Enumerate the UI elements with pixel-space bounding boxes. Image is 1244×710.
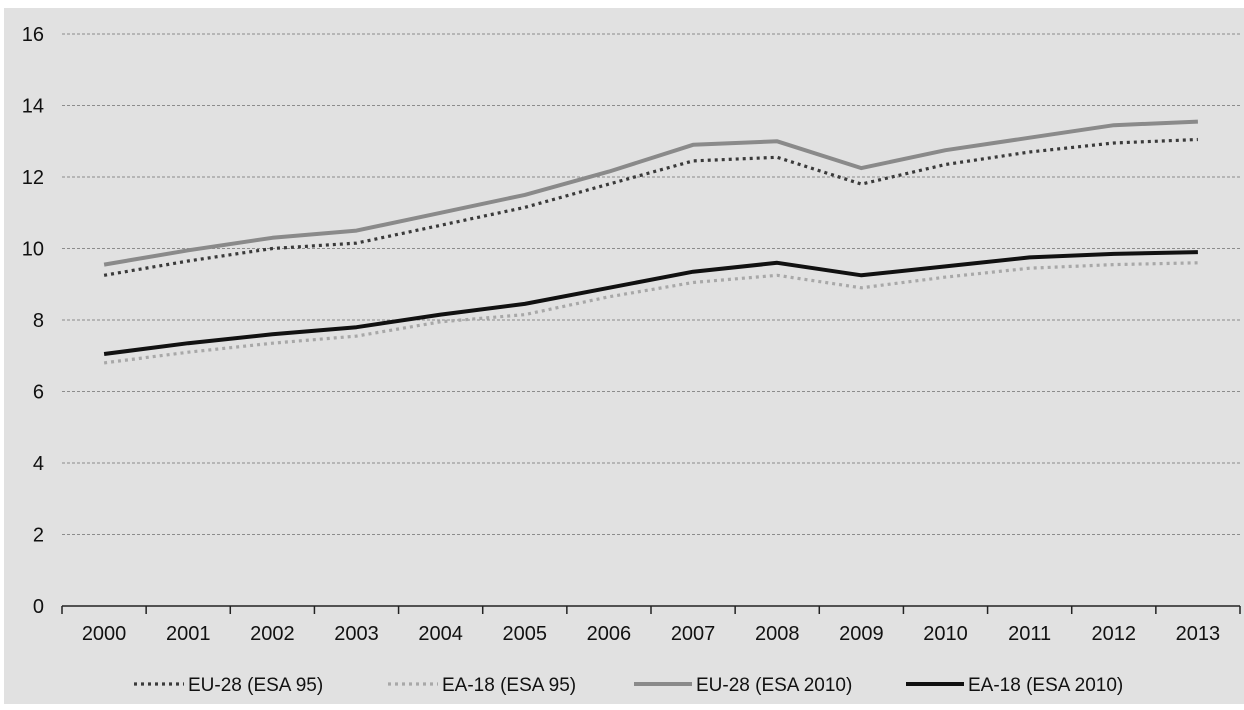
y-tick-label: 12	[22, 167, 44, 189]
legend: EU-28 (ESA 95) EA-18 (ESA 95) EU-28 (ESA 2…	[134, 675, 1123, 696]
x-tick-label: 2006	[587, 623, 632, 645]
x-tick-label: 2009	[839, 623, 884, 645]
x-tick-label: 2001	[166, 623, 211, 645]
x-tick-label: 2012	[1092, 623, 1137, 645]
x-tick-label: 2011	[1008, 623, 1051, 645]
x-tick-label: 2005	[503, 623, 548, 645]
y-tick-label: 14	[22, 96, 44, 118]
series-lines	[103, 119, 1198, 365]
y-tick-label: 4	[33, 453, 44, 475]
legend-label: EU-28 (ESA 95)	[188, 675, 323, 696]
series-line-ea-18-esa-2010	[103, 250, 1198, 356]
x-tick-label: 2007	[671, 623, 716, 645]
x-tick-label: 2013	[1176, 623, 1221, 645]
axes: 0 2 4 6 8 10 12 14 16 2000 2001 2002 2003 2004 2005 200…	[22, 24, 1241, 645]
legend-label: EU-28 (ESA 2010)	[696, 675, 852, 696]
y-tick-label: 0	[33, 596, 44, 618]
legend-label: EA-18 (ESA 2010)	[968, 675, 1123, 696]
y-tick-label: 10	[22, 239, 44, 261]
x-tick-label: 2008	[755, 623, 800, 645]
y-tick-label: 8	[33, 310, 44, 332]
series-line-ea-18-esa-95	[103, 261, 1198, 365]
line-chart: 0 2 4 6 8 10 12 14 16 2000 2001 2002 2003 2004 2005 200…	[22, 24, 1241, 696]
x-tick-label: 2004	[418, 623, 463, 645]
series-line-eu-28-esa-2010	[103, 119, 1198, 267]
series-line-eu-28-esa-95	[103, 137, 1198, 277]
x-tick-label: 2002	[250, 623, 295, 645]
x-tick-label: 2010	[923, 623, 968, 645]
gridlines	[62, 33, 1240, 535]
y-tick-label: 6	[33, 382, 44, 404]
chart-panel: 0 2 4 6 8 10 12 14 16 2000 2001 2002 2003 2004 2005 200…	[4, 8, 1244, 704]
y-tick-label: 2	[33, 525, 44, 547]
legend-label: EA-18 (ESA 95)	[442, 675, 576, 696]
y-tick-label: 16	[22, 24, 44, 46]
x-tick-label: 2003	[334, 623, 379, 645]
x-tick-label: 2000	[82, 623, 127, 645]
